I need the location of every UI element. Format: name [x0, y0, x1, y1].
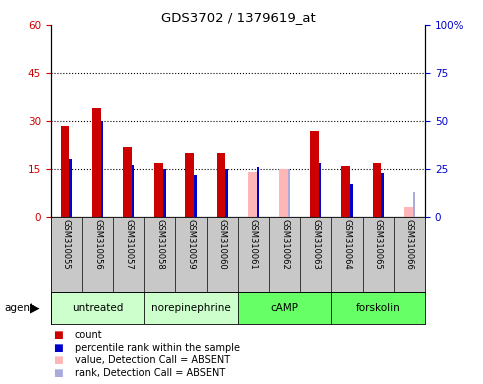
- Bar: [123, 147, 132, 217]
- Bar: [412, 192, 415, 217]
- Bar: [404, 207, 412, 217]
- Text: count: count: [75, 330, 102, 340]
- Text: value, Detection Call = ABSENT: value, Detection Call = ABSENT: [75, 355, 230, 365]
- Text: GSM310060: GSM310060: [218, 219, 227, 270]
- Text: GSM310066: GSM310066: [405, 219, 414, 270]
- Bar: [185, 153, 194, 217]
- Text: ■: ■: [53, 343, 63, 353]
- Text: GSM310064: GSM310064: [342, 219, 352, 270]
- Text: ■: ■: [53, 330, 63, 340]
- Bar: [92, 108, 100, 217]
- Text: GSM310061: GSM310061: [249, 219, 258, 270]
- Text: rank, Detection Call = ABSENT: rank, Detection Call = ABSENT: [75, 368, 225, 378]
- Bar: [217, 153, 226, 217]
- Bar: [373, 162, 382, 217]
- Bar: [51, 292, 144, 324]
- Bar: [194, 175, 197, 217]
- Text: GSM310058: GSM310058: [156, 219, 164, 270]
- Bar: [144, 292, 238, 324]
- Bar: [310, 131, 319, 217]
- Text: percentile rank within the sample: percentile rank within the sample: [75, 343, 240, 353]
- Bar: [256, 167, 259, 217]
- Text: cAMP: cAMP: [270, 303, 298, 313]
- Title: GDS3702 / 1379619_at: GDS3702 / 1379619_at: [160, 11, 315, 24]
- Text: norepinephrine: norepinephrine: [151, 303, 231, 313]
- Bar: [61, 126, 70, 217]
- Bar: [163, 169, 166, 217]
- Bar: [382, 173, 384, 217]
- Text: ▶: ▶: [30, 302, 40, 314]
- Bar: [341, 166, 350, 217]
- Text: forskolin: forskolin: [356, 303, 400, 313]
- Bar: [319, 163, 322, 217]
- Text: GSM310065: GSM310065: [374, 219, 383, 270]
- Bar: [70, 159, 72, 217]
- Text: ■: ■: [53, 368, 63, 378]
- Text: GSM310055: GSM310055: [62, 219, 71, 270]
- Text: ■: ■: [53, 355, 63, 365]
- Bar: [248, 172, 256, 217]
- Text: GSM310063: GSM310063: [312, 219, 320, 270]
- Text: GSM310059: GSM310059: [186, 219, 196, 270]
- Bar: [331, 292, 425, 324]
- Bar: [279, 169, 288, 217]
- Bar: [154, 162, 163, 217]
- Text: GSM310062: GSM310062: [280, 219, 289, 270]
- Bar: [226, 169, 228, 217]
- Text: untreated: untreated: [72, 303, 123, 313]
- Bar: [238, 292, 331, 324]
- Bar: [350, 184, 353, 217]
- Bar: [288, 169, 290, 217]
- Text: GSM310057: GSM310057: [124, 219, 133, 270]
- Text: GSM310056: GSM310056: [93, 219, 102, 270]
- Text: agent: agent: [5, 303, 35, 313]
- Bar: [100, 121, 103, 217]
- Bar: [132, 165, 134, 217]
